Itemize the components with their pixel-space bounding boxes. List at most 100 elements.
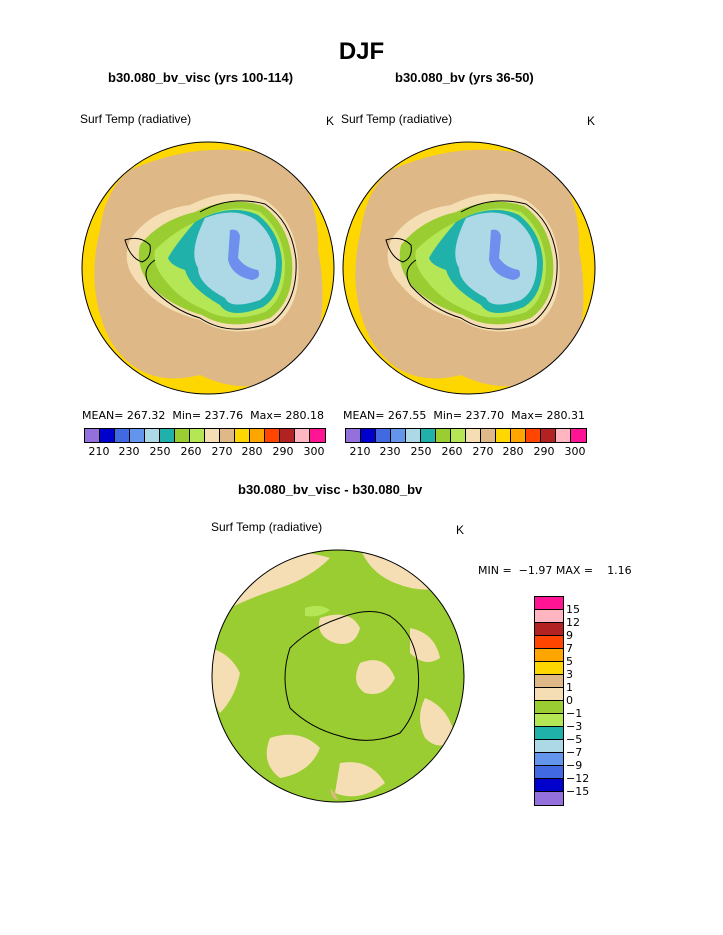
diff-colorbar	[534, 596, 564, 806]
colorbar-swatch	[145, 429, 160, 442]
figure-title: DJF	[338, 38, 385, 65]
colorbar-tick: 250	[149, 445, 171, 458]
colorbar-swatch	[481, 429, 496, 442]
colorbar-tick: 280	[241, 445, 263, 458]
colorbar-tick: 3	[566, 668, 573, 681]
right-panel-units: K	[587, 114, 596, 128]
left-panel-stats: MEAN= 267.32 Min= 237.76 Max= 280.18	[82, 409, 325, 422]
colorbar-tick: −12	[566, 772, 590, 785]
right-polar-map	[342, 141, 596, 395]
colorbar-swatch	[280, 429, 295, 442]
colorbar-tick: 290	[272, 445, 294, 458]
colorbar-tick: 9	[566, 629, 573, 642]
colorbar-tick: 15	[566, 603, 580, 616]
left-colorbar-ticks: 210 230 250 260 270 280 290 300	[84, 445, 329, 459]
colorbar-swatch	[406, 429, 421, 442]
diff-colorbar-ticks: 15 12 9 7 5 3 1 0 −1 −3 −5 −7 −9 −12 −15	[566, 596, 606, 806]
colorbar-swatch	[451, 429, 466, 442]
right-panel-variable: Surf Temp (radiative)	[341, 112, 453, 126]
colorbar-swatch	[535, 766, 563, 779]
colorbar-swatch	[160, 429, 175, 442]
colorbar-swatch	[571, 429, 586, 442]
left-panel-units: K	[326, 114, 335, 128]
diff-panel-units: K	[456, 523, 465, 537]
colorbar-swatch	[175, 429, 190, 442]
colorbar-swatch	[535, 701, 563, 714]
colorbar-tick: −3	[566, 720, 583, 733]
right-panel-stats: MEAN= 267.55 Min= 237.70 Max= 280.31	[343, 409, 586, 422]
colorbar-swatch	[466, 429, 481, 442]
colorbar-swatch	[535, 649, 563, 662]
colorbar-swatch	[130, 429, 145, 442]
colorbar-tick: 290	[533, 445, 555, 458]
right-colorbar-ticks: 210 230 250 260 270 280 290 300	[345, 445, 590, 459]
colorbar-swatch	[535, 753, 563, 766]
colorbar-swatch	[496, 429, 511, 442]
colorbar-tick: 250	[410, 445, 432, 458]
colorbar-swatch	[535, 714, 563, 727]
colorbar-tick: −9	[566, 759, 583, 772]
colorbar-tick: 280	[502, 445, 524, 458]
colorbar-swatch	[421, 429, 436, 442]
difference-polar-map	[211, 549, 465, 803]
colorbar-swatch	[556, 429, 571, 442]
colorbar-swatch	[535, 610, 563, 623]
diff-panel-title: b30.080_bv_visc - b30.080_bv	[238, 482, 423, 497]
right-panel-title: b30.080_bv (yrs 36-50)	[395, 70, 534, 85]
colorbar-swatch	[541, 429, 556, 442]
colorbar-swatch	[190, 429, 205, 442]
colorbar-tick: −7	[566, 746, 583, 759]
colorbar-tick: 12	[566, 616, 580, 629]
colorbar-swatch	[295, 429, 310, 442]
colorbar-swatch	[535, 740, 563, 753]
colorbar-tick: −1	[566, 707, 583, 720]
right-colorbar	[345, 428, 587, 443]
colorbar-swatch	[535, 688, 563, 701]
colorbar-swatch	[535, 636, 563, 649]
colorbar-swatch	[265, 429, 280, 442]
left-colorbar	[84, 428, 326, 443]
colorbar-tick: −15	[566, 785, 590, 798]
colorbar-tick: 270	[472, 445, 494, 458]
colorbar-tick: 300	[303, 445, 325, 458]
diff-panel-variable: Surf Temp (radiative)	[211, 520, 323, 534]
colorbar-tick: −5	[566, 733, 583, 746]
colorbar-swatch	[535, 675, 563, 688]
colorbar-tick: 230	[379, 445, 401, 458]
colorbar-swatch	[100, 429, 115, 442]
colorbar-tick: 210	[349, 445, 371, 458]
colorbar-swatch	[250, 429, 265, 442]
colorbar-swatch	[310, 429, 325, 442]
left-panel-title: b30.080_bv_visc (yrs 100-114)	[108, 70, 294, 85]
colorbar-swatch	[85, 429, 100, 442]
colorbar-swatch	[535, 727, 563, 740]
colorbar-tick: 7	[566, 642, 573, 655]
colorbar-swatch	[205, 429, 220, 442]
colorbar-swatch	[535, 792, 563, 805]
colorbar-swatch	[220, 429, 235, 442]
left-panel-variable: Surf Temp (radiative)	[80, 112, 192, 126]
colorbar-tick: 260	[441, 445, 463, 458]
colorbar-swatch	[376, 429, 391, 442]
colorbar-tick: 5	[566, 655, 573, 668]
colorbar-tick: 1	[566, 681, 573, 694]
colorbar-swatch	[535, 779, 563, 792]
colorbar-swatch	[535, 623, 563, 636]
colorbar-swatch	[535, 597, 563, 610]
colorbar-tick: 260	[180, 445, 202, 458]
colorbar-swatch	[391, 429, 406, 442]
colorbar-tick: 0	[566, 694, 573, 707]
colorbar-swatch	[346, 429, 361, 442]
colorbar-swatch	[235, 429, 250, 442]
colorbar-swatch	[526, 429, 541, 442]
colorbar-swatch	[436, 429, 451, 442]
colorbar-tick: 270	[211, 445, 233, 458]
colorbar-tick: 210	[88, 445, 110, 458]
colorbar-tick: 230	[118, 445, 140, 458]
colorbar-swatch	[361, 429, 376, 442]
colorbar-swatch	[115, 429, 130, 442]
colorbar-swatch	[511, 429, 526, 442]
colorbar-tick: 300	[564, 445, 586, 458]
diff-panel-stats: MIN = −1.97 MAX = 1.16	[478, 564, 632, 577]
colorbar-swatch	[535, 662, 563, 675]
